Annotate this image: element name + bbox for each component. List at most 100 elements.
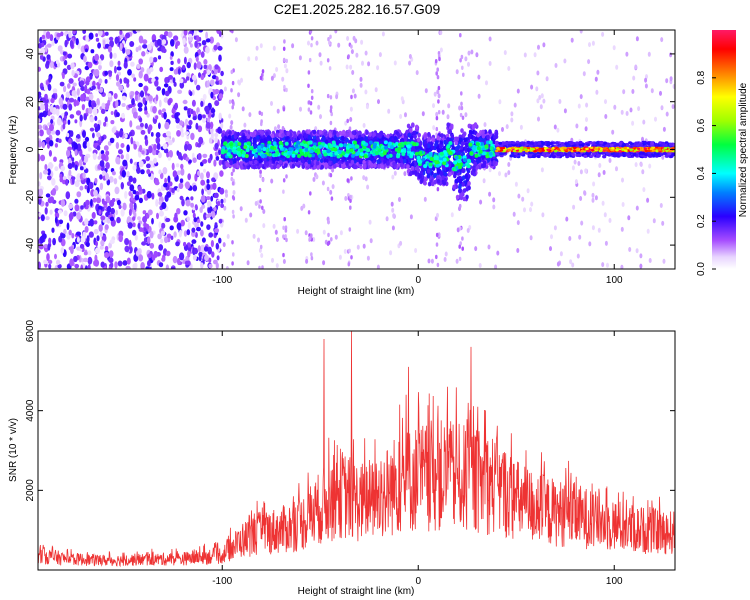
heatmap-speckle xyxy=(594,195,598,201)
heatmap-cell xyxy=(76,173,82,181)
heatmap-cell xyxy=(60,31,64,37)
heatmap-cell xyxy=(465,194,469,200)
heatmap-cell xyxy=(187,124,192,130)
heatmap-cell xyxy=(115,112,120,118)
heatmap-speckle xyxy=(283,63,287,69)
heatmap-cell xyxy=(431,145,435,151)
heatmap-speckle xyxy=(437,110,441,115)
heatmap-cell xyxy=(285,136,289,142)
heatmap-speckle xyxy=(230,120,234,126)
heatmap-speckle xyxy=(608,218,612,223)
heatmap-speckle xyxy=(595,89,599,95)
heatmap-speckle xyxy=(403,171,407,177)
heatmap-speckle xyxy=(356,244,360,250)
heatmap-cell xyxy=(125,265,131,269)
heatmap-speckle xyxy=(327,219,330,225)
heatmap-cell xyxy=(196,84,201,91)
heatmap-speckle xyxy=(501,127,504,132)
heatmap-cell xyxy=(104,245,109,251)
heatmap-cell xyxy=(151,254,156,261)
heatmap-speckle xyxy=(579,196,583,201)
heatmap-speckle xyxy=(223,205,227,211)
heatmap-speckle xyxy=(505,124,509,130)
heatmap-speckle xyxy=(270,75,274,81)
heatmap-cell xyxy=(378,133,382,139)
heatmap-speckle xyxy=(435,111,439,117)
heatmap-cell xyxy=(161,202,167,210)
heatmap-cell xyxy=(117,260,123,267)
heatmap-cell xyxy=(147,260,151,267)
heatmap-cell xyxy=(415,124,419,130)
heatmap-cell xyxy=(200,229,204,237)
heatmap-speckle xyxy=(404,112,407,118)
heatmap-cell xyxy=(169,225,174,231)
heatmap-speckle xyxy=(537,44,540,50)
heatmap-cell xyxy=(41,233,47,240)
heatmap-speckle xyxy=(376,264,380,269)
heatmap-cell xyxy=(220,203,225,209)
heatmap-cell xyxy=(467,133,472,139)
heatmap-speckle xyxy=(461,246,465,251)
heatmap-speckle xyxy=(631,120,635,126)
heatmap-speckle xyxy=(259,244,263,250)
heatmap-cell xyxy=(99,245,104,250)
heatmap-cell xyxy=(252,164,257,170)
heatmap-speckle xyxy=(285,237,288,243)
heatmap-speckle xyxy=(335,94,339,100)
heatmap-cell xyxy=(214,151,219,157)
heatmap-cell xyxy=(341,157,345,163)
heatmap-speckle xyxy=(591,192,595,198)
heatmap-cell xyxy=(84,226,89,233)
heatmap-cell xyxy=(163,97,169,103)
heatmap-cell xyxy=(172,77,176,84)
heatmap-speckle xyxy=(274,229,278,235)
heatmap-cell xyxy=(46,54,51,60)
heatmap-cell xyxy=(45,31,51,39)
heatmap-cell xyxy=(286,131,291,136)
heatmap-cell xyxy=(128,131,133,137)
heatmap-cell xyxy=(108,257,114,264)
heatmap-cell xyxy=(71,69,75,77)
heatmap-cell xyxy=(46,253,50,262)
heatmap-speckle xyxy=(231,80,235,86)
heatmap-speckle xyxy=(535,86,539,92)
heatmap-speckle xyxy=(587,59,591,65)
heatmap-speckle xyxy=(507,162,511,167)
heatmap-cell xyxy=(74,180,80,187)
heatmap-speckle xyxy=(307,107,311,112)
heatmap-cell xyxy=(48,162,53,170)
heatmap-cell xyxy=(71,176,75,185)
heatmap-speckle xyxy=(635,248,639,254)
heatmap-speckle xyxy=(310,36,314,41)
heatmap-cell xyxy=(155,132,161,138)
heatmap-cell xyxy=(138,197,143,204)
heatmap-cell xyxy=(206,183,211,191)
heatmap-speckle xyxy=(349,64,353,70)
heatmap-cell xyxy=(205,31,209,40)
heatmap-cell xyxy=(98,209,102,215)
heatmap-cell xyxy=(206,224,211,231)
heatmap-cell xyxy=(65,191,71,200)
heatmap-cell xyxy=(218,79,223,86)
heatmap-speckle xyxy=(349,205,352,210)
heatmap-speckle xyxy=(359,76,363,82)
heatmap-cell xyxy=(45,216,50,221)
heatmap-cell xyxy=(459,145,464,150)
heatmap-cell xyxy=(216,200,221,207)
heatmap-cell xyxy=(101,170,107,176)
heatmap-cell xyxy=(142,216,148,223)
heatmap-speckle xyxy=(574,179,578,185)
heatmap-cell xyxy=(84,185,88,190)
heatmap-cell xyxy=(380,164,384,170)
heatmap-speckle xyxy=(296,228,300,234)
heatmap-speckle xyxy=(459,33,462,38)
heatmap-speckle xyxy=(542,98,546,104)
heatmap-cell xyxy=(146,223,150,230)
heatmap-cell xyxy=(39,112,45,118)
heatmap-cell xyxy=(192,116,197,121)
heatmap-cell xyxy=(140,262,145,269)
heatmap-speckle xyxy=(579,30,583,34)
heatmap-speckle xyxy=(591,40,595,46)
heatmap-speckle xyxy=(329,105,333,110)
heatmap-cell xyxy=(41,34,46,40)
